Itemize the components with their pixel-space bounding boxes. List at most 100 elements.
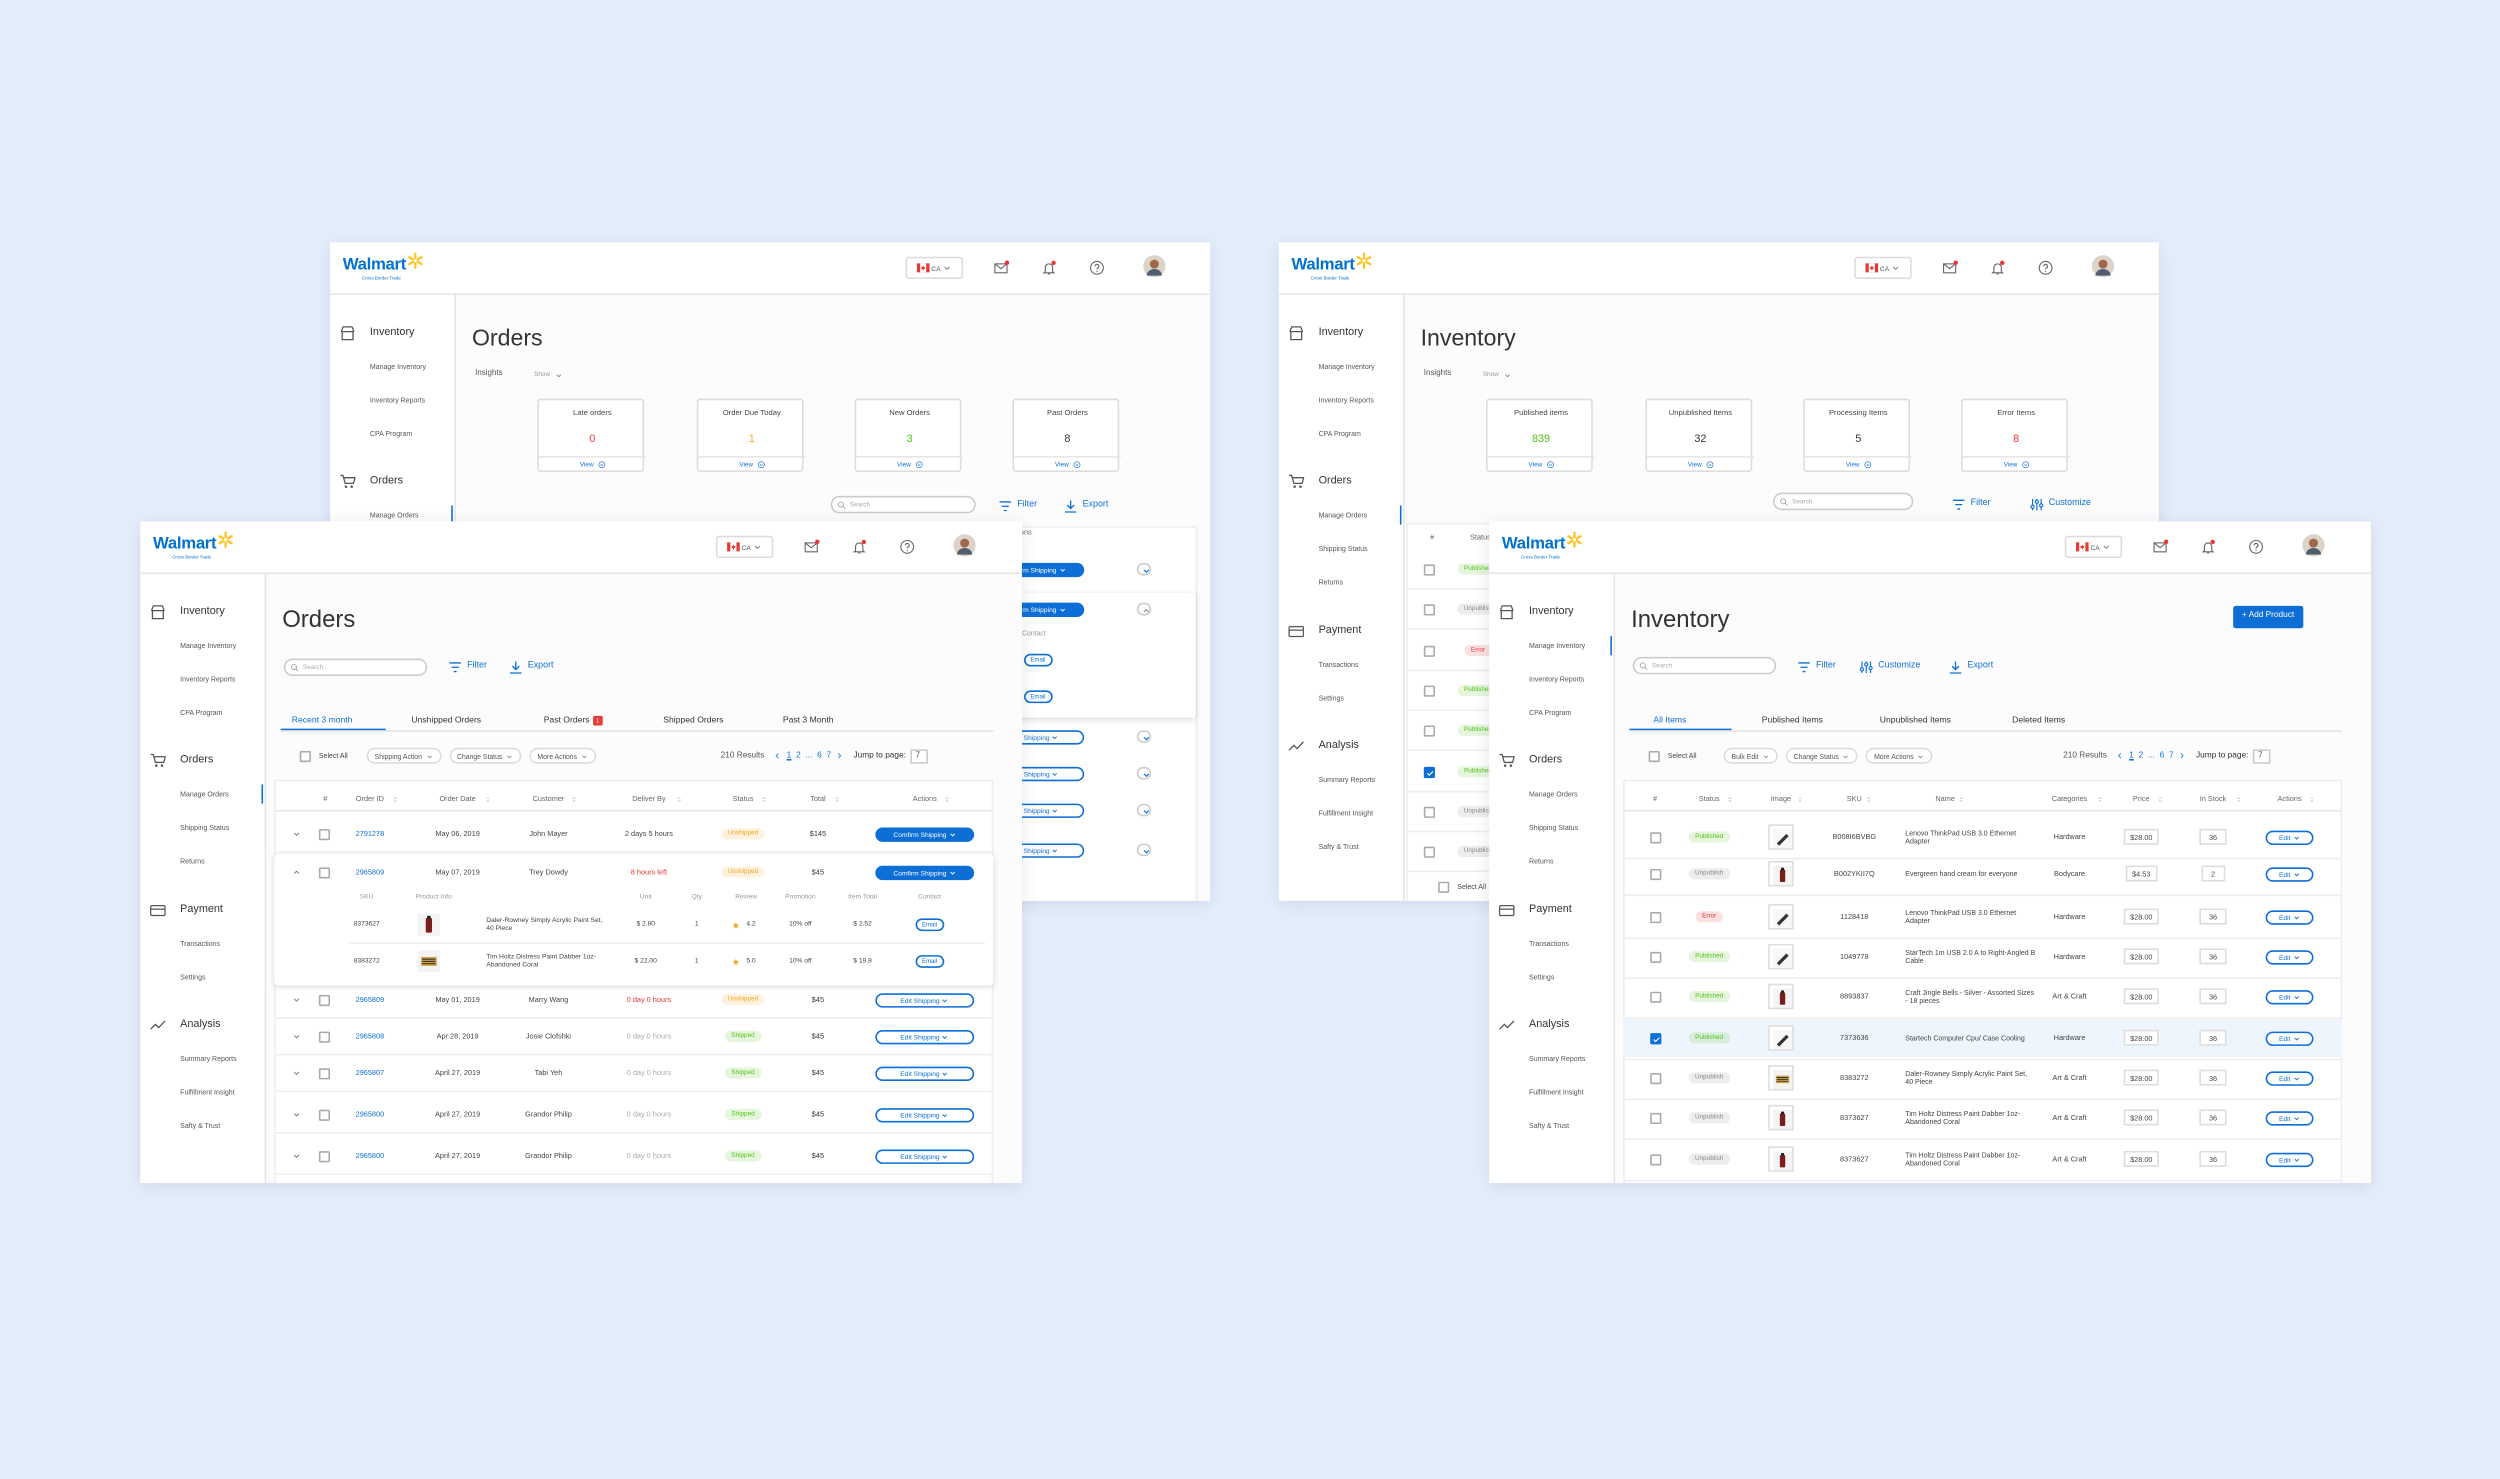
sidebar-item[interactable]: Manage Orders (369, 510, 419, 519)
checkbox[interactable] (318, 828, 331, 840)
action-button[interactable]: Edit (2265, 1110, 2314, 1125)
action-button[interactable]: Edit Shipping (875, 1065, 975, 1081)
page-number[interactable]: 7 (826, 750, 832, 761)
tab[interactable]: Past Orders 1 (544, 713, 603, 727)
order-id[interactable]: 2965809 (355, 995, 385, 1004)
sidebar-item[interactable]: Shipping Status (1529, 823, 1579, 832)
sidebar-item[interactable]: Safty & Trust (180, 1121, 221, 1130)
checkbox[interactable] (318, 1108, 331, 1121)
tab[interactable]: Deleted Items (2012, 713, 2065, 727)
sidebar-item[interactable]: Shipping Status (1318, 544, 1368, 553)
checkbox[interactable] (1649, 911, 1661, 923)
stock-input[interactable]: 36 (2199, 988, 2227, 1005)
checkbox[interactable] (1423, 766, 1435, 778)
sidebar-section[interactable]: Payment (180, 904, 223, 916)
tab[interactable]: Published Items (1762, 713, 1823, 727)
email-button[interactable]: Email (1024, 690, 1052, 704)
page-number[interactable]: 6 (2159, 750, 2165, 761)
tab[interactable]: Shipped Orders (663, 713, 723, 727)
action-button[interactable]: Comfirm Shipping (875, 864, 975, 880)
action-button[interactable]: Edit Shipping (875, 1107, 975, 1122)
country-select[interactable]: CA (715, 535, 774, 559)
page-number[interactable]: 7 (2169, 750, 2174, 761)
email-button[interactable]: Email (1024, 653, 1052, 667)
action-button[interactable]: Edit Shipping (875, 992, 975, 1007)
sidebar-item[interactable]: Manage Orders (1318, 510, 1368, 519)
tool-link[interactable]: Customize (2048, 498, 2091, 509)
sidebar-item[interactable]: Manage Inventory (1529, 641, 1586, 650)
checkbox[interactable] (1423, 603, 1435, 615)
checkbox[interactable] (1423, 563, 1435, 575)
sidebar-section[interactable]: Orders (1529, 754, 1563, 766)
tab[interactable]: Unshipped Orders (411, 713, 481, 727)
card-view[interactable]: View (1845, 459, 1860, 468)
sidebar-item[interactable]: Transactions (180, 939, 221, 948)
sidebar-section[interactable]: Orders (369, 475, 404, 487)
tool-link[interactable]: Filter (1017, 500, 1038, 510)
checkbox[interactable] (299, 750, 311, 762)
country-select[interactable]: CA (1854, 256, 1912, 280)
page-number[interactable]: 6 (817, 750, 822, 761)
sidebar-item[interactable]: Fulfillment Insight (180, 1088, 235, 1097)
sidebar-section[interactable]: Orders (1318, 475, 1352, 487)
sidebar-item[interactable]: Settings (180, 973, 206, 982)
sidebar-section[interactable]: Analysis (180, 1018, 221, 1031)
sidebar-item[interactable]: CPA Program (180, 708, 223, 717)
sidebar-item[interactable]: Safty & Trust (1529, 1121, 1570, 1130)
action-button[interactable]: Edit Shipping (875, 1029, 975, 1044)
sidebar-item[interactable]: Safty & Trust (1318, 842, 1359, 851)
page-number[interactable]: ... (805, 750, 813, 761)
checkbox[interactable] (1649, 1112, 1661, 1124)
sidebar-item[interactable]: Inventory Reports (1318, 396, 1374, 405)
checkbox[interactable] (1438, 880, 1450, 893)
sidebar-section[interactable]: Inventory (369, 327, 415, 339)
tool-link[interactable]: Export (1082, 500, 1109, 510)
dropdown[interactable]: More Actions (529, 747, 597, 764)
sidebar-item[interactable]: Transactions (1318, 660, 1359, 669)
sidebar-section[interactable]: Payment (1318, 625, 1362, 637)
card-view[interactable]: View (579, 459, 594, 468)
sidebar-item[interactable]: Manage Inventory (180, 641, 237, 650)
checkbox[interactable] (318, 994, 331, 1006)
action-button[interactable]: Comfirm Shipping (875, 826, 975, 842)
search-box[interactable]: Search (830, 495, 976, 514)
stock-input[interactable]: 2 (2201, 865, 2225, 882)
page-number[interactable]: 2 (2138, 750, 2144, 761)
checkbox[interactable] (1649, 831, 1661, 843)
jump-input[interactable]: 7 (2253, 748, 2271, 763)
card-view[interactable]: View (1687, 459, 1702, 468)
price-input[interactable]: $28.00 (2123, 908, 2159, 925)
sidebar-item[interactable]: Returns (1318, 577, 1344, 586)
action-button[interactable]: Edit (2265, 1151, 2314, 1167)
sidebar-item[interactable]: Fulfillment Insight (1318, 809, 1374, 818)
dropdown[interactable]: More Actions (1866, 747, 1933, 764)
sidebar-section[interactable]: Inventory (180, 606, 225, 618)
stock-input[interactable]: 36 (2199, 948, 2227, 965)
sidebar-item[interactable]: Settings (1318, 694, 1344, 703)
stock-input[interactable]: 36 (2199, 1109, 2227, 1126)
tab[interactable]: Recent 3 month (292, 713, 353, 727)
card-view[interactable]: View (1055, 459, 1069, 468)
sidebar-section[interactable]: Analysis (1529, 1018, 1570, 1031)
sidebar-item[interactable]: Manage Inventory (1318, 362, 1375, 371)
stock-input[interactable]: 36 (2199, 1069, 2227, 1087)
sidebar-item[interactable]: CPA Program (1318, 429, 1361, 438)
sidebar-item[interactable]: Summary Reports (1318, 775, 1375, 784)
sidebar-item[interactable]: Inventory Reports (369, 396, 426, 405)
sidebar-item[interactable]: Inventory Reports (180, 675, 236, 684)
checkbox[interactable] (1648, 750, 1660, 762)
expand-toggle[interactable] (1136, 843, 1152, 857)
tool-link[interactable]: Customize (1878, 661, 1921, 671)
action-button[interactable]: Edit (2265, 1030, 2314, 1046)
tab[interactable]: Unpublished Items (1880, 713, 1951, 727)
price-input[interactable]: $28.00 (2123, 1069, 2159, 1087)
action-button[interactable]: Edit Shipping (875, 1148, 975, 1164)
price-input[interactable]: $28.00 (2123, 1029, 2159, 1047)
tool-link[interactable]: Filter (467, 661, 487, 671)
dropdown[interactable]: Bulk Edit (1723, 747, 1778, 764)
search-box[interactable]: Search (1772, 492, 1914, 511)
checkbox[interactable] (1649, 1032, 1661, 1044)
price-input[interactable]: $28.00 (2123, 1109, 2159, 1126)
email-button[interactable]: Email (915, 955, 944, 968)
checkbox[interactable] (318, 1067, 331, 1079)
